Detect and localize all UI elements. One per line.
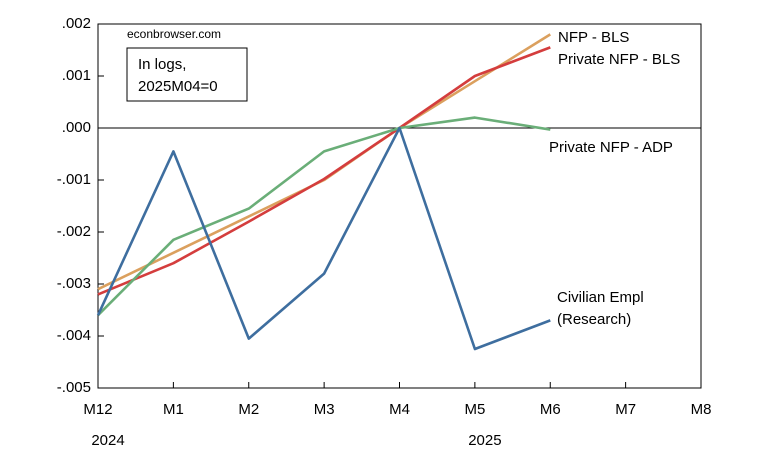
y-tick-label: -.004: [57, 327, 91, 344]
x-tick-label: M1: [163, 401, 184, 418]
note-line: In logs,: [138, 56, 186, 73]
y-tick-label: -.001: [57, 171, 91, 188]
y-tick-label: .002: [62, 15, 91, 32]
y-tick-label: -.005: [57, 379, 91, 396]
x-tick-label: M5: [464, 401, 485, 418]
y-tick-label: -.002: [57, 223, 91, 240]
x-tick-label: M8: [691, 401, 712, 418]
note-box: [126, 47, 248, 102]
series-line: [97, 46, 551, 296]
x-tick-label: M2: [238, 401, 259, 418]
source: econbrowser.com: [127, 27, 221, 41]
series-label: NFP - BLS: [558, 29, 629, 46]
x-tick-label: M12: [83, 401, 112, 418]
x-tick-label: M3: [314, 401, 335, 418]
x-tick-label: M6: [540, 401, 561, 418]
y-tick-label: -.003: [57, 275, 91, 292]
series-label: Private NFP - ADP: [549, 139, 673, 156]
x-tick-label: M7: [615, 401, 636, 418]
x-tick-label: M4: [389, 401, 410, 418]
series-label: Civilian Empl (Research): [557, 289, 644, 328]
series-line: [96, 126, 551, 351]
note-line: 2025M04=0: [138, 78, 218, 95]
series-line: [97, 116, 551, 317]
year-label: 2025: [468, 432, 501, 449]
y-tick-label: .000: [62, 119, 91, 136]
y-tick-label: .001: [62, 67, 91, 84]
year-label: 2024: [91, 432, 124, 449]
series-label: Private NFP - BLS: [558, 51, 680, 68]
